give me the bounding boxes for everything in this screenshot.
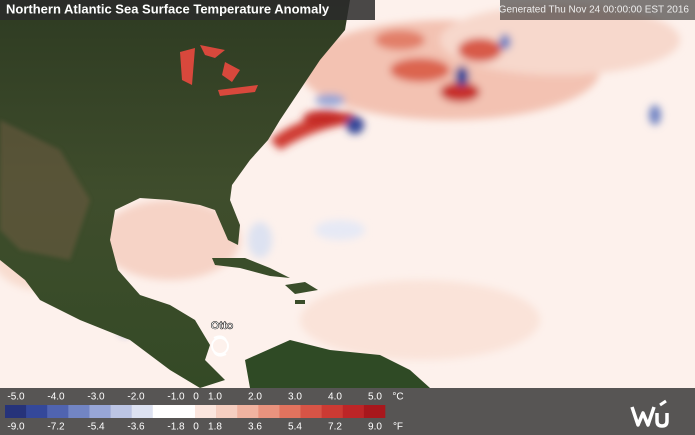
logo	[630, 399, 669, 428]
legend-swatch	[237, 405, 259, 418]
celsius-label: -2.0	[127, 392, 145, 403]
title-band	[0, 0, 375, 20]
legend-swatch	[89, 405, 111, 418]
legend-swatch	[68, 405, 90, 418]
legend-swatch	[173, 405, 196, 418]
celsius-label: 5.0	[368, 392, 382, 403]
celsius-label: 3.0	[288, 392, 302, 403]
legend-swatch	[279, 405, 301, 418]
fahrenheit-unit: °F	[393, 422, 403, 433]
legend-swatch	[110, 405, 132, 418]
celsius-unit: °C	[392, 392, 403, 403]
celsius-label: -3.0	[87, 392, 105, 403]
legend-swatch	[195, 405, 217, 418]
celsius-label: 0	[193, 392, 199, 403]
celsius-label: -5.0	[7, 392, 25, 403]
legend-swatch	[363, 405, 386, 418]
celsius-label: -4.0	[47, 392, 65, 403]
fahrenheit-label: 7.2	[328, 422, 342, 433]
fahrenheit-label: 9.0	[368, 422, 382, 433]
storm-label: Otto	[211, 320, 234, 332]
generated-time: Generated Thu Nov 24 00:00:00 EST 2016	[499, 5, 690, 16]
title: Northern Atlantic Sea Surface Temperatur…	[6, 1, 330, 16]
legend-swatch	[258, 405, 280, 418]
fahrenheit-label: 5.4	[288, 422, 302, 433]
legend: -5.0 -4.0 -3.0 -2.0 -1.0 0 1.0 2.0 3.0 4.0 5.0 °C -9…	[5, 392, 404, 433]
celsius-label: 2.0	[248, 392, 262, 403]
fahrenheit-label: -3.6	[127, 422, 145, 433]
legend-swatch	[342, 405, 365, 418]
celsius-label: 4.0	[328, 392, 342, 403]
generated-band	[500, 0, 695, 20]
celsius-label: 1.0	[208, 392, 222, 403]
legend-swatch	[321, 405, 344, 418]
fahrenheit-label: 0	[193, 422, 199, 433]
fahrenheit-label: -7.2	[47, 422, 65, 433]
fahrenheit-label: 1.8	[208, 422, 222, 433]
legend-swatch	[5, 405, 27, 418]
celsius-label: -1.0	[167, 392, 185, 403]
legend-swatch	[300, 405, 322, 418]
legend-swatch	[131, 405, 154, 418]
legend-swatch	[47, 405, 69, 418]
fahrenheit-label: -1.8	[167, 422, 185, 433]
fahrenheit-label: -9.0	[7, 422, 25, 433]
legend-swatch	[216, 405, 238, 418]
fahrenheit-label: 3.6	[248, 422, 262, 433]
anomaly-field	[0, 5, 680, 360]
legend-swatch	[26, 405, 48, 418]
fahrenheit-label: -5.4	[87, 422, 105, 433]
legend-swatch	[152, 405, 175, 418]
storm: Otto	[210, 320, 234, 357]
land	[0, 0, 430, 388]
